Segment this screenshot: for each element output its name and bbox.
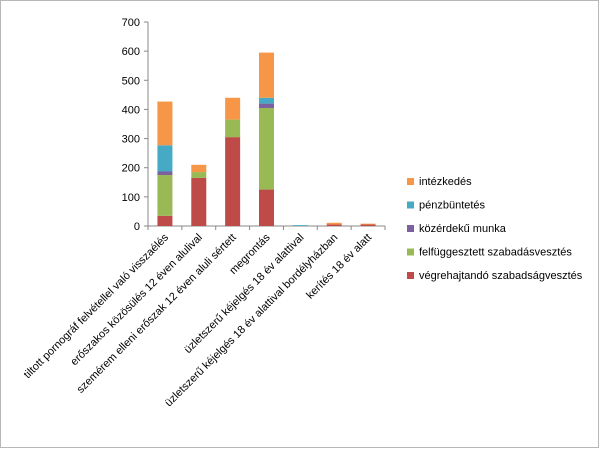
y-tick-label: 300 [122, 134, 140, 146]
bar-segment [225, 137, 241, 226]
bar-segment [326, 224, 342, 226]
y-tick-label: 500 [122, 75, 140, 87]
category-labels: tiltott pornográf felvétellel való vissz… [22, 231, 375, 409]
y-tick-label: 600 [122, 46, 140, 58]
bar-segment [259, 103, 274, 108]
legend-label: közérdekű munka [419, 223, 507, 235]
legend: intézkedés pénzbüntetés közérdekű munka fel… [407, 176, 583, 282]
category-label: tiltott pornográf felvétellel való vissz… [22, 231, 172, 381]
bar-segment [225, 119, 241, 138]
bar-segment [259, 107, 274, 190]
category-label: szemérem elleni erőszak 12 éven aluli sé… [75, 232, 239, 396]
bar-segment [292, 225, 308, 226]
bar-segment [360, 223, 376, 225]
bar-segment [259, 52, 274, 98]
bar-segment [191, 177, 207, 226]
category-label: kerítés 18 év alatt [304, 232, 374, 302]
legend-label: végrehajtandó szabadságvesztés [419, 270, 583, 282]
legend-swatch [407, 201, 414, 209]
bar-segment [225, 97, 241, 120]
legend-label: pénzbüntetés [419, 200, 486, 212]
bar-segment [157, 145, 173, 172]
bar-segment [157, 171, 173, 175]
bar-segment [259, 97, 274, 104]
legend-swatch [407, 248, 414, 256]
y-tick-label: 400 [122, 104, 140, 116]
legend-label: felfüggesztett szabadásvesztés [419, 247, 572, 259]
bar-segment [360, 224, 376, 226]
bar-segment [259, 189, 274, 226]
axes: 0 100 200 300 400 500 600 700 [122, 17, 386, 233]
bar-segment [191, 172, 207, 178]
bars [157, 52, 376, 226]
legend-swatch [407, 178, 414, 185]
bar-segment [157, 215, 173, 226]
y-tick-label: 0 [134, 221, 140, 233]
bar-segment [326, 222, 342, 225]
bar-segment [191, 164, 207, 173]
y-tick-label: 100 [122, 192, 140, 204]
y-tick-label: 700 [122, 17, 140, 29]
legend-swatch [407, 225, 414, 232]
legend-swatch [407, 272, 414, 279]
bar-segment [157, 175, 173, 216]
legend-label: intézkedés [419, 176, 472, 188]
bar-segment [157, 101, 173, 146]
y-tick-label: 200 [122, 163, 140, 175]
